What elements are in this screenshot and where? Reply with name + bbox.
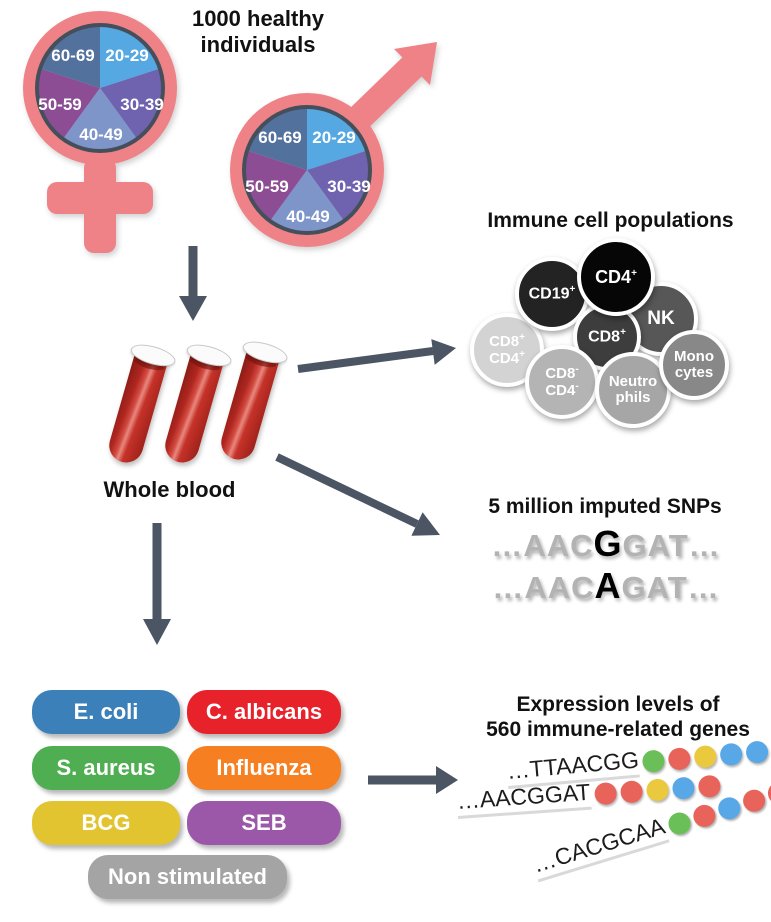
expression-dot-yellow	[645, 777, 670, 802]
male-symbol: 20-29 30-39 40-49 50-59 60-69	[230, 42, 437, 247]
female-symbol: 20-29 30-39 40-49 50-59 60-69	[23, 11, 177, 253]
stimulus-pill-non-stimulated: Non stimulated	[88, 855, 287, 899]
arrow-cohort-to-blood-icon	[179, 246, 207, 321]
pie-label-30-39: 30-39	[327, 177, 370, 196]
male-symbol-ring	[230, 93, 384, 247]
expression-dot-red	[667, 746, 692, 771]
male-symbol-arrow-shaft	[341, 54, 425, 136]
pie-slice-60-69	[40, 24, 100, 88]
pie-slice-50-59	[36, 68, 100, 139]
pie-slice-20-29	[100, 25, 160, 88]
cell-circle-cd4: CD4+	[577, 238, 655, 316]
stimulus-pill-seb: SEB	[187, 801, 341, 845]
pie-label-60-69: 60-69	[51, 46, 94, 65]
cohort-title-line1: 1000 healthy	[191, 6, 325, 31]
snp-allele-a: A	[594, 565, 622, 606]
expression-dot-red	[619, 779, 644, 804]
whole-blood-label: Whole blood	[103, 477, 236, 502]
stimulus-pill-e-coli: E. coli	[32, 690, 180, 734]
cell-circle-monocytes: Mono cytes	[659, 330, 729, 400]
pie-slice-50-59	[243, 150, 307, 221]
arrow-blood-to-cells-icon	[297, 339, 456, 373]
cohort-title-line2: individuals	[200, 32, 316, 57]
cell-circle-cd19: CD19+	[515, 257, 589, 331]
male-age-pie: 20-29 30-39 40-49 50-59 60-69	[242, 105, 372, 235]
pie-slice-30-39	[307, 150, 371, 221]
pie-slice-40-49	[269, 170, 345, 234]
pie-slice-20-29	[307, 107, 367, 170]
pie-label-20-29: 20-29	[105, 46, 148, 65]
expression-title: Expression levels of 560 immune-related …	[486, 693, 750, 741]
pie-label-60-69: 60-69	[258, 128, 301, 147]
pie-slice-60-69	[247, 107, 307, 170]
expression-dot-blue	[745, 739, 770, 764]
cell-circle-neutrophils: Neutro phils	[595, 352, 671, 428]
arrow-stimuli-to-expression-icon	[368, 766, 458, 794]
stimulus-pill-s-aureus: S. aureus	[32, 746, 180, 790]
pie-label-40-49: 40-49	[286, 207, 329, 226]
snp-allele-g: G	[593, 523, 623, 564]
snp-sequence-alt: …AAC A GAT…	[492, 565, 720, 606]
expression-dot-blue	[715, 794, 743, 822]
snps-title: 5 million imputed SNPs	[488, 495, 722, 518]
stimulus-pill-bcg: BCG	[32, 801, 180, 845]
expression-dot-red	[593, 781, 618, 805]
pie-border	[242, 105, 372, 235]
pie-label-30-39: 30-39	[120, 95, 163, 114]
female-symbol-ring	[23, 11, 177, 165]
expression-dot-red	[764, 778, 771, 807]
expression-dot-blue	[719, 741, 744, 766]
pie-label-50-59: 50-59	[38, 95, 81, 114]
pie-label-50-59: 50-59	[245, 177, 288, 196]
arrow-blood-to-stimuli-icon	[143, 523, 171, 645]
pie-label-20-29: 20-29	[312, 128, 355, 147]
female-symbol-crossbar	[47, 182, 153, 214]
expression-dot-blue	[671, 775, 695, 800]
immune-cells-title: Immune cell populations	[487, 209, 734, 232]
expression-dot-yellow	[693, 744, 718, 769]
expression-dot-red	[690, 801, 718, 830]
snp-sequences: …AAC G GAT… …AAC A GAT…	[450, 524, 762, 608]
pie-slice-30-39	[100, 68, 164, 139]
stimulus-pill-influenza: Influenza	[187, 746, 341, 790]
snp-sequence-ref: …AAC G GAT…	[491, 523, 721, 564]
arrow-blood-to-snps-icon	[275, 453, 440, 536]
stimulus-pill-c-albicans: C. albicans	[187, 690, 341, 734]
female-age-pie: 20-29 30-39 40-49 50-59 60-69	[35, 23, 165, 153]
pie-label-40-49: 40-49	[79, 125, 122, 144]
pie-slice-40-49	[62, 88, 138, 152]
expression-dot-red	[739, 786, 768, 815]
pie-border	[35, 23, 165, 153]
cohort-title: 1000 healthy individuals	[158, 6, 358, 58]
cell-circle-cd8neg-cd4neg: CD8- CD4-	[525, 345, 599, 419]
expression-dot-green	[665, 809, 693, 837]
male-symbol-arrow-head	[394, 42, 437, 85]
expression-dot-green	[641, 748, 666, 773]
